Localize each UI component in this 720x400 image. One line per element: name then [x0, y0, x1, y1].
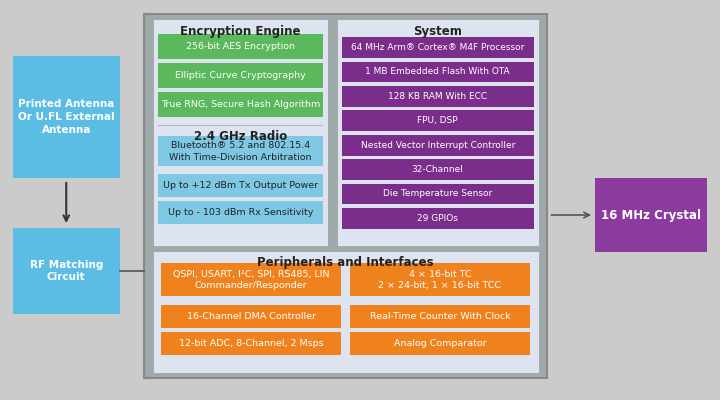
Text: Bluetooth® 5.2 and 802.15.4
With Time-Division Arbitration: Bluetooth® 5.2 and 802.15.4 With Time-Di…: [169, 141, 312, 162]
Bar: [158, 174, 323, 197]
Text: System: System: [413, 25, 462, 38]
Bar: [158, 63, 323, 88]
Text: 12-bit ADC, 8-Channel, 2 Msps: 12-bit ADC, 8-Channel, 2 Msps: [179, 339, 323, 348]
Bar: [342, 184, 534, 204]
Text: Up to - 103 dBm Rx Sensitivity: Up to - 103 dBm Rx Sensitivity: [168, 208, 313, 217]
Bar: [595, 178, 707, 252]
Text: Encryption Engine: Encryption Engine: [180, 25, 301, 38]
Text: QSPI, USART, I²C, SPI, RS485, LIN
Commander/Responder: QSPI, USART, I²C, SPI, RS485, LIN Comman…: [173, 270, 330, 290]
Text: RF Matching
Circuit: RF Matching Circuit: [30, 260, 103, 282]
Text: 64 MHz Arm® Cortex® M4F Processor: 64 MHz Arm® Cortex® M4F Processor: [351, 43, 524, 52]
Text: 256-bit AES Encryption: 256-bit AES Encryption: [186, 42, 295, 51]
Bar: [158, 92, 323, 117]
Text: FPU, DSP: FPU, DSP: [418, 116, 458, 125]
Text: Peripherals and Interfaces: Peripherals and Interfaces: [257, 256, 434, 270]
Bar: [13, 228, 120, 314]
Bar: [342, 135, 534, 156]
Text: Elliptic Curve Cryptography: Elliptic Curve Cryptography: [175, 71, 306, 80]
Bar: [144, 14, 547, 378]
Text: True RNG, Secure Hash Algorithm: True RNG, Secure Hash Algorithm: [161, 100, 320, 109]
Text: Up to +12 dBm Tx Output Power: Up to +12 dBm Tx Output Power: [163, 181, 318, 190]
Bar: [153, 251, 539, 373]
Bar: [161, 263, 341, 296]
Text: 2.4 GHz Radio: 2.4 GHz Radio: [194, 130, 287, 143]
Bar: [342, 208, 534, 229]
Text: Printed Antenna
Or U.FL External
Antenna: Printed Antenna Or U.FL External Antenna: [18, 99, 114, 135]
Bar: [342, 86, 534, 107]
Bar: [342, 110, 534, 131]
Bar: [161, 305, 341, 328]
Bar: [153, 19, 328, 246]
Bar: [158, 34, 323, 59]
Bar: [13, 56, 120, 178]
Text: Die Temperature Sensor: Die Temperature Sensor: [383, 190, 492, 198]
Text: Analog Comparator: Analog Comparator: [394, 339, 486, 348]
Text: 1 MB Embedded Flash With OTA: 1 MB Embedded Flash With OTA: [366, 68, 510, 76]
Bar: [350, 332, 530, 355]
Bar: [337, 19, 539, 246]
Bar: [158, 136, 323, 166]
Text: Nested Vector Interrupt Controller: Nested Vector Interrupt Controller: [361, 141, 515, 150]
Text: 29 GPIOs: 29 GPIOs: [418, 214, 458, 223]
Bar: [158, 201, 323, 224]
Bar: [161, 332, 341, 355]
Bar: [350, 263, 530, 296]
Text: 32-Channel: 32-Channel: [412, 165, 464, 174]
Bar: [342, 37, 534, 58]
Bar: [342, 62, 534, 82]
Text: 16 MHz Crystal: 16 MHz Crystal: [601, 208, 701, 222]
Text: 128 KB RAM With ECC: 128 KB RAM With ECC: [388, 92, 487, 101]
Text: 4 × 16-bit TC
2 × 24-bit, 1 × 16-bit TCC: 4 × 16-bit TC 2 × 24-bit, 1 × 16-bit TCC: [379, 270, 501, 290]
Bar: [342, 159, 534, 180]
Bar: [350, 305, 530, 328]
Text: Real-Time Counter With Clock: Real-Time Counter With Clock: [369, 312, 510, 321]
Text: 16-Channel DMA Controller: 16-Channel DMA Controller: [186, 312, 316, 321]
